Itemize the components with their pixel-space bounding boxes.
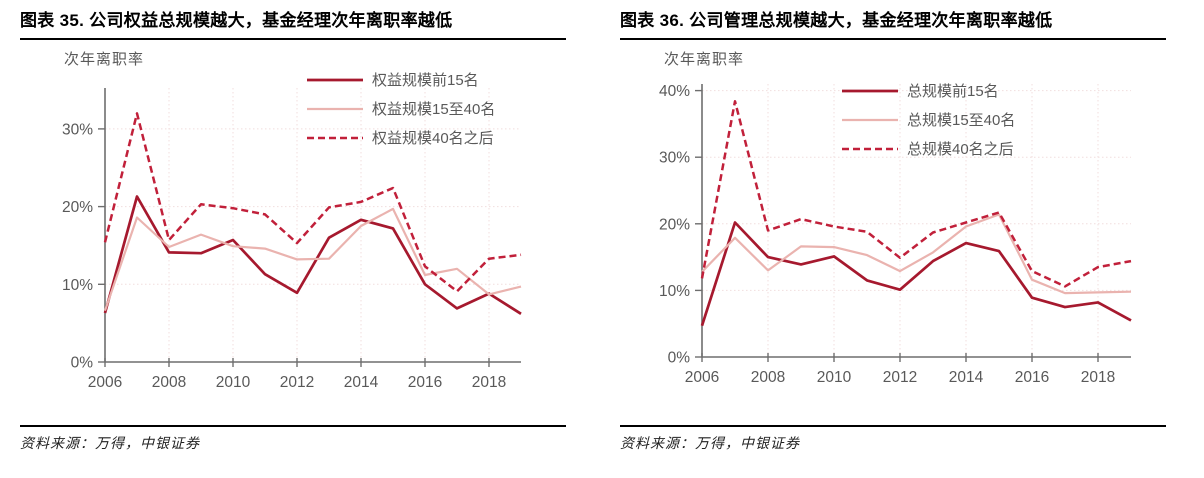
- x-tick-label: 2006: [685, 369, 719, 386]
- figure-36-chart-area: 0% 10% 20% 30% 40% 2006 2008 2010 2012 2014 2016 20…: [620, 40, 1166, 408]
- figure-36: 图表 36. 公司管理总规模越大，基金经理次年离职率越低 0% 10% 20% 30%…: [620, 8, 1166, 453]
- figure-36-title: 图表 36. 公司管理总规模越大，基金经理次年离职率越低: [620, 11, 1053, 30]
- legend-label: 总规模前15名: [907, 83, 999, 100]
- x-tick-label: 2018: [472, 374, 506, 391]
- x-tick-label: 2008: [152, 374, 186, 391]
- x-tick-label: 2010: [216, 374, 251, 391]
- figure-35-chart-area: 0% 10% 20% 30% 2006 2008 2010 2012 2014 2016 2018 …: [20, 40, 566, 408]
- legend-line-sample: [307, 107, 363, 110]
- legend-label: 权益规模前15名: [372, 72, 479, 89]
- x-tick-label: 2006: [88, 374, 122, 391]
- x-tick-label: 2014: [949, 369, 984, 386]
- x-tick-label: 2012: [280, 374, 314, 391]
- figure-35-title: 图表 35. 公司权益总规模越大，基金经理次年离职率越低: [20, 11, 453, 30]
- series-line: [103, 112, 522, 293]
- y-tick-label: 30%: [659, 150, 690, 167]
- legend-label: 总规模40名之后: [907, 141, 1014, 158]
- series-line: [103, 207, 522, 312]
- chart-svg: 0% 10% 20% 30% 2006 2008 2010 2012 2014 2016 2018: [62, 88, 522, 391]
- legend-label: 权益规模40名之后: [372, 130, 494, 147]
- legend-item: 权益规模40名之后: [307, 123, 495, 152]
- x-tick-label: 2018: [1081, 369, 1115, 386]
- source-note: 资料来源：万得，中银证券: [620, 437, 800, 452]
- source-note: 资料来源：万得，中银证券: [20, 437, 200, 452]
- y-tick-label: 40%: [659, 83, 690, 100]
- y-tick-label: 0%: [668, 350, 691, 367]
- x-tick-label: 2012: [883, 369, 917, 386]
- y-tick-label: 20%: [62, 199, 93, 216]
- legend: 总规模前15名 总规模15至40名 总规模40名之后: [842, 76, 1015, 163]
- y-axis-title: 次年离职率: [664, 51, 745, 68]
- chart-svg: 0% 10% 20% 30% 40% 2006 2008 2010 2012 2014 2016 20…: [659, 83, 1132, 386]
- y-tick-label: 10%: [62, 277, 93, 294]
- x-tick-label: 2016: [408, 374, 442, 391]
- legend-label: 权益规模15至40名: [372, 101, 496, 118]
- x-tick-label: 2014: [344, 374, 379, 391]
- legend-label: 总规模15至40名: [907, 112, 1016, 129]
- legend-item: 权益规模前15名: [307, 65, 495, 94]
- x-tick-label: 2016: [1015, 369, 1049, 386]
- series-line: [700, 100, 1132, 288]
- legend-item: 总规模15至40名: [842, 105, 1015, 134]
- legend-line-sample: [842, 118, 898, 121]
- title-divider: [20, 38, 566, 40]
- series-line: [700, 221, 1132, 327]
- source-divider: [620, 425, 1166, 427]
- figure-35: 图表 35. 公司权益总规模越大，基金经理次年离职率越低 0% 10% 20% 30%…: [20, 8, 566, 453]
- y-tick-label: 30%: [62, 121, 93, 138]
- y-tick-label: 0%: [71, 355, 94, 372]
- legend-line-sample: [842, 147, 898, 150]
- x-tick-label: 2010: [817, 369, 852, 386]
- y-tick-label: 10%: [659, 283, 690, 300]
- legend-item: 总规模前15名: [842, 76, 1015, 105]
- legend: 权益规模前15名 权益规模15至40名 权益规模40名之后: [307, 65, 495, 152]
- series-line: [103, 195, 522, 315]
- y-axis-title: 次年离职率: [64, 51, 145, 68]
- legend-line-sample: [307, 78, 363, 81]
- title-divider: [620, 38, 1166, 40]
- legend-line-sample: [307, 136, 363, 139]
- y-tick-label: 20%: [659, 216, 690, 233]
- series-line: [701, 213, 1132, 295]
- source-divider: [20, 425, 566, 427]
- legend-line-sample: [842, 89, 898, 92]
- x-tick-label: 2008: [751, 369, 785, 386]
- legend-item: 权益规模15至40名: [307, 94, 495, 123]
- legend-item: 总规模40名之后: [842, 134, 1015, 163]
